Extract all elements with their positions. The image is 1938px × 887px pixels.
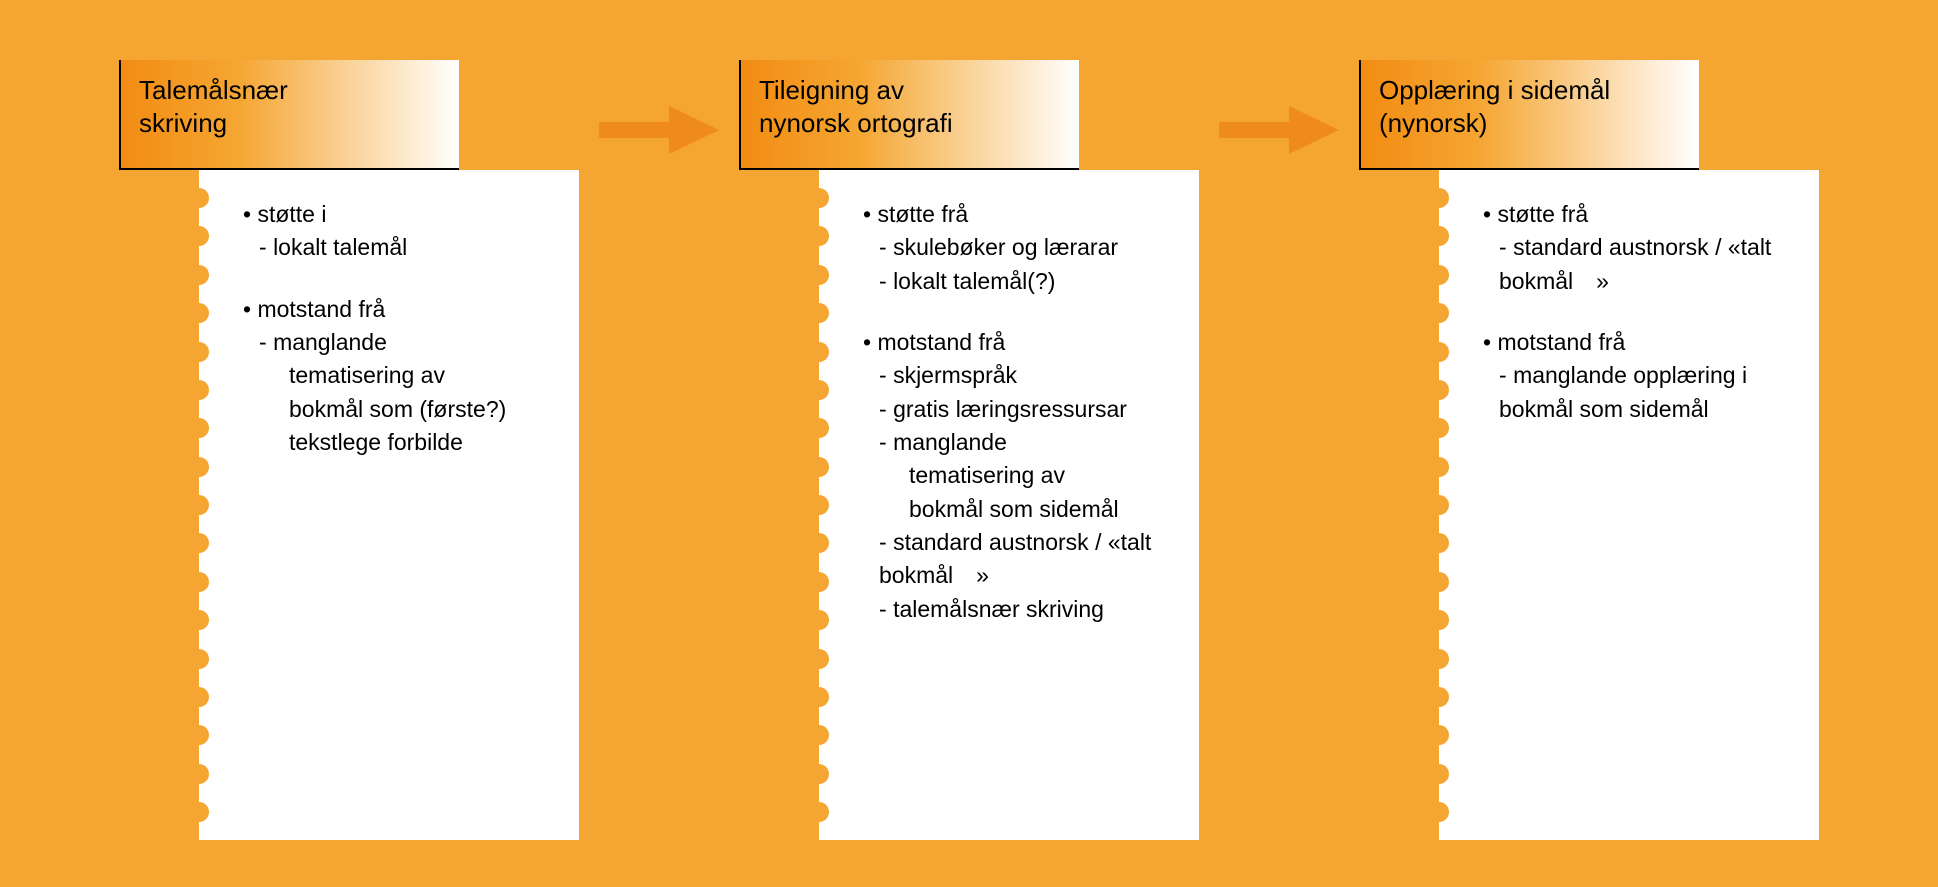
support-label: støtte frå	[877, 201, 968, 227]
arrow-icon	[599, 100, 719, 160]
card-body: støtte frå skulebøker og lærarar lokalt …	[819, 170, 1199, 840]
support-item: standard austnorsk / «talt bokmål »	[1499, 231, 1799, 298]
perforation	[1429, 170, 1449, 840]
resist-subline: bokmål som (første?)	[289, 393, 559, 426]
arrow-icon	[1219, 100, 1339, 160]
resist-item: talemålsnær skriving	[879, 593, 1179, 626]
support-item: lokalt talemål(?)	[879, 265, 1179, 298]
perforation	[809, 170, 829, 840]
card-body: støtte i lokalt talemål motstand frå man…	[199, 170, 579, 840]
header-line1: Tileigning av	[759, 75, 904, 105]
perforation	[189, 170, 209, 840]
resist-subline: tematisering av	[909, 459, 1179, 492]
card-header: Tileigning av nynorsk ortografi	[739, 60, 1079, 170]
resist-label: motstand frå	[877, 329, 1005, 355]
header-line1: Opplæring i sidemål	[1379, 75, 1610, 105]
support-label: støtte frå	[1497, 201, 1588, 227]
resist-item: skjermspråk	[879, 359, 1179, 392]
resist-item: manglande opplæring i bokmål som sidemål	[1499, 359, 1799, 426]
resist-subline: tekstlege forbilde	[289, 426, 559, 459]
support-item: skulebøker og lærarar	[879, 231, 1179, 264]
header-line2: (nynorsk)	[1379, 108, 1487, 138]
support-item: lokalt talemål	[259, 231, 559, 264]
resist-subline: tematisering av	[289, 359, 559, 392]
header-line1: Talemålsnær	[139, 75, 288, 105]
card-opplaering: Opplæring i sidemål (nynorsk) støtte frå…	[1359, 60, 1819, 840]
resist-label: motstand frå	[1497, 329, 1625, 355]
card-header: Opplæring i sidemål (nynorsk)	[1359, 60, 1699, 170]
flow-row: Talemålsnær skriving støtte i lokalt tal…	[119, 60, 1819, 840]
header-line2: nynorsk ortografi	[759, 108, 953, 138]
resist-item: gratis læringsressursar	[879, 393, 1179, 426]
header-line2: skriving	[139, 108, 227, 138]
resist-label: motstand frå	[257, 296, 385, 322]
card-body: støtte frå standard austnorsk / «talt bo…	[1439, 170, 1819, 840]
card-header: Talemålsnær skriving	[119, 60, 459, 170]
support-label: støtte i	[257, 201, 326, 227]
resist-item: manglande	[273, 329, 387, 355]
card-tileigning: Tileigning av nynorsk ortografi støtte f…	[739, 60, 1199, 840]
resist-subline: bokmål som sidemål	[909, 493, 1179, 526]
card-talemalsnaer: Talemålsnær skriving støtte i lokalt tal…	[119, 60, 579, 840]
resist-item: manglande	[893, 429, 1007, 455]
resist-item: standard austnorsk / «talt bokmål »	[879, 526, 1179, 593]
